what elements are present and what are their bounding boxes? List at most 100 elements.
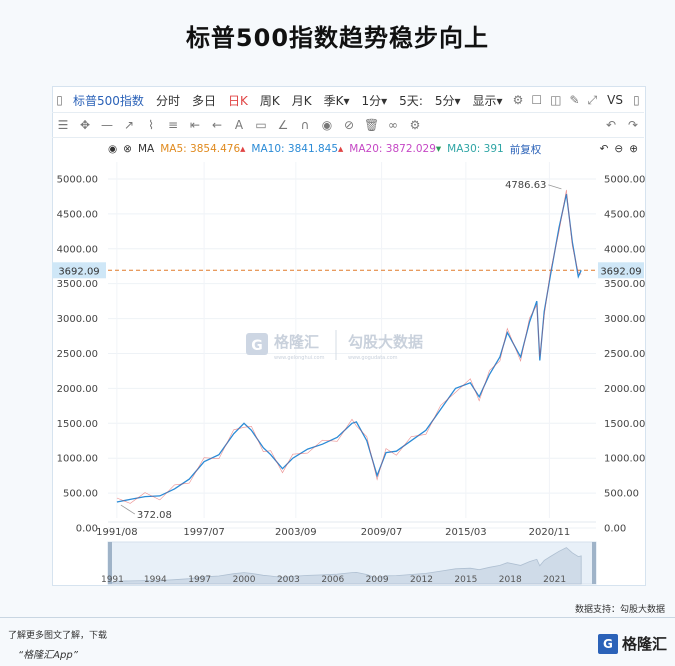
ma-legend: ◉ ⊗ MA MA5: 3854.476 ▴ MA10: 3841.845 ▴ …: [108, 140, 644, 158]
tab-intraday[interactable]: 分时: [155, 93, 180, 108]
y-tick-label: 500.00: [63, 489, 98, 500]
x-tick-label: 2015/03: [445, 527, 487, 538]
down-arrow-icon: ▾: [435, 143, 442, 155]
y-tick-label: 1500.00: [57, 419, 98, 430]
tab-monthly-k[interactable]: 月K: [291, 93, 312, 108]
footer-promo: 了解更多图文了解，下载: [8, 631, 108, 641]
ma10-value: MA10: 3841.845: [251, 143, 339, 155]
y-tick-label: 500.00: [604, 489, 639, 500]
y-axis-left: 5000.00 4500.00 4000.00 3500.00 3000.00 2500.…: [57, 174, 98, 534]
period-toolbar: ▯ 标普500指数 分时 多日 日K 周K 月K 季K▾ 1分▾ 5天: 5分▾…: [52, 88, 644, 113]
sidebar-toggle-icon[interactable]: ▯: [56, 93, 63, 107]
display-label: 显示: [472, 93, 497, 108]
zoom-out-icon[interactable]: ⊖: [614, 143, 624, 155]
y-tick-label: 3000.00: [604, 314, 645, 325]
tab-1min[interactable]: 1分▾: [356, 92, 394, 109]
zoom-in-icon[interactable]: ⊕: [629, 143, 638, 155]
ma30-value: MA30: 391: [447, 143, 504, 155]
compare-button[interactable]: VS: [607, 93, 623, 107]
undo-icon[interactable]: ↶: [605, 118, 617, 132]
chart-panel: [52, 86, 646, 586]
tab-multi-day[interactable]: 多日: [191, 93, 216, 108]
magnet-icon[interactable]: ∩: [300, 118, 310, 132]
x-tick-label: 2003/09: [275, 527, 317, 538]
camera-icon[interactable]: ◫: [550, 93, 562, 107]
x-tick-label: 1991/08: [96, 527, 138, 538]
watermark-brand-sub: www.gelonghui.com: [274, 355, 325, 361]
low-annotation: 372.08: [137, 510, 172, 521]
text-tool-icon[interactable]: A: [234, 118, 244, 132]
footer-logo: G 格隆汇: [597, 633, 667, 654]
high-annotation: 4786.63: [505, 180, 546, 191]
tab-quarterly-k[interactable]: 季K▾: [318, 92, 356, 109]
tab-daily-k[interactable]: 日K: [227, 93, 248, 108]
symbol-selector[interactable]: 标普500指数: [73, 93, 144, 108]
trash-icon[interactable]: 🗑: [364, 118, 380, 132]
one-min-label: 1分: [361, 93, 382, 108]
current-price-label: 3692.09: [600, 266, 641, 277]
redo-icon[interactable]: ↷: [627, 118, 639, 132]
hide-icon[interactable]: ⊘: [343, 118, 355, 132]
y-tick-label: 4500.00: [57, 209, 98, 220]
five-day-label: 5天: [399, 93, 419, 108]
eye-icon[interactable]: ◉: [108, 143, 118, 155]
navigator-tick-label: 2006: [321, 575, 344, 585]
link-icon[interactable]: ∞: [388, 118, 398, 132]
gear-icon[interactable]: ⚙: [512, 93, 524, 107]
current-price-label: 3692.09: [58, 266, 99, 277]
footer-divider: [0, 617, 675, 618]
y-tick-label: 1000.00: [57, 454, 98, 465]
x-tick-label: 2009/07: [361, 527, 403, 538]
tab-5min[interactable]: 5分▾: [429, 92, 467, 109]
annotation-leader: [548, 184, 562, 190]
chevron-down-icon: ▾: [381, 93, 388, 108]
y-tick-label: 2500.00: [604, 349, 645, 360]
undo-icon[interactable]: ↶: [599, 143, 609, 155]
navigator-tick-label: 2000: [233, 575, 256, 585]
watermark-logo-icon: [246, 333, 268, 355]
navigator-tick-label: 2018: [499, 575, 522, 585]
time-navigator[interactable]: 1991 1994 1997 2000 2003 2006 2009 2012 2015 2018…: [101, 541, 597, 585]
ma-label[interactable]: MA: [137, 143, 155, 155]
annotation-leader: [120, 504, 136, 515]
eye-icon[interactable]: ◉: [321, 118, 333, 132]
y-tick-label: 3500.00: [604, 279, 645, 290]
channel-tool-icon[interactable]: ≡: [167, 118, 179, 132]
chevron-down-icon: ▾: [343, 93, 350, 108]
navigator-area: [107, 547, 582, 585]
zigzag-tool-icon[interactable]: ⌇: [148, 118, 154, 132]
settings-icon[interactable]: ⚙: [409, 118, 421, 132]
y-tick-label: 2000.00: [57, 384, 98, 395]
ruler-icon[interactable]: ∠: [277, 118, 289, 132]
ma5-value: MA5: 3854.476: [160, 143, 241, 155]
navigator-tick-label: 2012: [410, 575, 433, 585]
y-tick-label: 5000.00: [57, 174, 98, 185]
series-line-overlay: [116, 189, 582, 504]
tab-weekly-k[interactable]: 周K: [259, 93, 280, 108]
close-icon[interactable]: ⊗: [123, 143, 132, 155]
layout-icon[interactable]: ▯: [633, 93, 640, 107]
fullscreen-icon[interactable]: ⤢: [587, 93, 598, 107]
adjust-selector[interactable]: 前复权: [509, 143, 542, 156]
comment-tool-icon[interactable]: ▭: [255, 118, 267, 132]
display-menu[interactable]: 显示▾: [467, 92, 509, 109]
list-icon[interactable]: ☰: [57, 118, 69, 132]
current-price-badge-right: [598, 262, 644, 279]
line-tool-icon[interactable]: —: [101, 118, 113, 132]
pen-icon[interactable]: ✎: [569, 93, 580, 107]
tab-5day[interactable]: 5天:: [399, 93, 423, 108]
five-min-label: 5分: [434, 93, 455, 108]
navigator-tick-label: 2003: [277, 575, 300, 585]
current-price-badge-left: [52, 262, 106, 279]
navigator-tick-label: 1997: [188, 575, 211, 585]
page-title: 标普500指数趋势稳步向上: [185, 24, 490, 52]
y-tick-label: 3500.00: [57, 279, 98, 290]
arrow-tool-icon[interactable]: ←: [211, 118, 223, 132]
ray-tool-icon[interactable]: ↗: [123, 118, 135, 132]
move-icon[interactable]: ✥: [79, 118, 91, 132]
checkbox-icon[interactable]: ☐: [531, 93, 543, 107]
measure-tool-icon[interactable]: ⇤: [189, 118, 201, 132]
y-tick-label: 3000.00: [57, 314, 98, 325]
navigator-tick-label: 1991: [101, 575, 124, 585]
